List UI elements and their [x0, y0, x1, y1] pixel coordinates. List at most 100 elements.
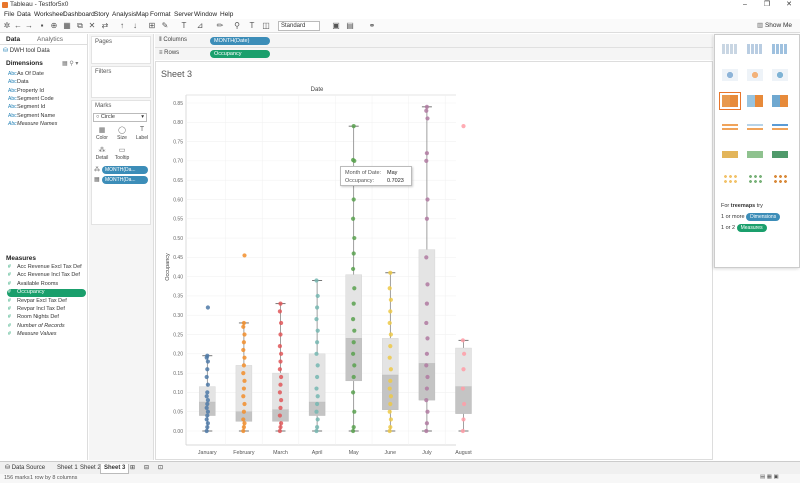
- measure-field[interactable]: # Acc Revenue Excl Tax Def: [8, 264, 82, 270]
- tab-sheet-3[interactable]: Sheet 3: [100, 464, 130, 474]
- format-icon[interactable]: ✏: [216, 21, 224, 30]
- chart-type-thumbnail[interactable]: [770, 93, 790, 109]
- chart-type-thumbnail[interactable]: [720, 67, 740, 83]
- marks-month-pill[interactable]: MONTH(Da...: [102, 176, 148, 184]
- maximize-icon[interactable]: ❐: [763, 1, 771, 8]
- back-icon[interactable]: ←: [14, 21, 22, 30]
- group-icon[interactable]: ⊞: [148, 21, 156, 30]
- menu-worksheet[interactable]: Worksheet: [34, 11, 65, 18]
- highlight-icon[interactable]: ✎: [161, 21, 169, 30]
- chart-type-thumbnail[interactable]: [770, 67, 790, 83]
- tab-sheet-2[interactable]: Sheet 2: [80, 465, 101, 471]
- rows-pill[interactable]: Occupancy: [210, 50, 270, 58]
- dimension-tools-icon[interactable]: ▦ ⚲ ▾: [62, 61, 79, 67]
- clear-icon[interactable]: ✕: [88, 21, 96, 30]
- menu-window[interactable]: Window: [194, 11, 218, 18]
- chart-type-thumbnail[interactable]: [745, 171, 765, 187]
- menu-map[interactable]: Map: [136, 11, 149, 18]
- save-icon[interactable]: ▪: [40, 21, 44, 30]
- fix-axes-icon[interactable]: ⊿: [196, 21, 204, 30]
- dimension-field[interactable]: AbcSegment Name: [8, 113, 55, 119]
- sort-descending-icon[interactable]: ↓: [133, 21, 137, 30]
- detail-button[interactable]: ⁂ Detail: [93, 146, 111, 164]
- chart-view-icon[interactable]: ▤: [346, 21, 354, 30]
- dimension-field[interactable]: AbcSegment Id: [8, 104, 45, 110]
- new-dashboard-tab-icon[interactable]: ⊟: [144, 465, 150, 471]
- chart-type-thumbnail[interactable]: [770, 171, 790, 187]
- filters-card[interactable]: Filters: [91, 66, 151, 98]
- label-button[interactable]: T Label: [133, 126, 151, 144]
- chart-type-thumbnail[interactable]: [745, 67, 765, 83]
- menu-file[interactable]: File: [4, 11, 15, 18]
- string-type-icon: Abc: [8, 71, 17, 77]
- chart-type-thumbnail[interactable]: [720, 171, 740, 187]
- forward-icon[interactable]: →: [25, 21, 33, 30]
- menu-dashboard[interactable]: Dashboard: [63, 11, 95, 18]
- presentation-icon[interactable]: ▣: [332, 21, 340, 30]
- chart-type-thumbnail[interactable]: [745, 41, 765, 57]
- view-toggle-icons[interactable]: ▤ ▦ ▣: [760, 474, 779, 480]
- minimize-icon[interactable]: –: [743, 1, 747, 8]
- measure-field[interactable]: # Revpar Excl Tax Def: [8, 298, 67, 304]
- menu-server[interactable]: Server: [174, 11, 194, 18]
- dimension-field[interactable]: AbcSegment Code: [8, 96, 54, 102]
- sheet-title[interactable]: Sheet 3: [161, 69, 193, 79]
- tab-data[interactable]: Data: [6, 36, 21, 43]
- columns-pill[interactable]: MONTH(Date): [210, 37, 270, 45]
- measure-field[interactable]: # Occupancy: [8, 289, 45, 295]
- chart-type-thumbnail[interactable]: [720, 41, 740, 57]
- datasource-item[interactable]: ⛁ DWH tool Data: [3, 47, 50, 54]
- tableau-logo-icon[interactable]: ✲: [3, 21, 11, 30]
- size-button[interactable]: ◯ Size: [113, 126, 131, 144]
- swap-icon[interactable]: ⇄: [101, 21, 109, 30]
- chart-type-thumbnail[interactable]: [719, 92, 741, 110]
- menu-format[interactable]: Format: [150, 11, 171, 18]
- menu-analysis[interactable]: Analysis: [112, 11, 137, 18]
- pages-card[interactable]: Pages: [91, 36, 151, 64]
- dimension-field[interactable]: AbcMeasure Names: [8, 121, 57, 127]
- marks-month-pill[interactable]: MONTH(Da...: [102, 166, 148, 174]
- measure-field[interactable]: # Revpar Incl Tax Def: [8, 306, 65, 312]
- tab-analytics[interactable]: Analytics: [37, 36, 64, 43]
- tab-data-source[interactable]: ⛁ Data Source: [2, 464, 48, 474]
- menu-help[interactable]: Help: [220, 11, 234, 18]
- sort-ascending-icon[interactable]: ↑: [120, 21, 124, 30]
- pin-icon[interactable]: ⚲: [234, 21, 240, 30]
- chart-type-thumbnail[interactable]: [745, 145, 765, 161]
- mark-type-select[interactable]: ○ Circle ▾: [93, 113, 147, 122]
- menu-data[interactable]: Data: [17, 11, 31, 18]
- data-point: [388, 401, 393, 407]
- text-icon[interactable]: T: [249, 21, 255, 30]
- tooltip-toggle-icon[interactable]: ◫: [262, 21, 270, 30]
- measure-field[interactable]: # Acc Revenue Incl Tax Def: [8, 272, 80, 278]
- share-icon[interactable]: ⚭: [368, 21, 376, 30]
- new-worksheet-icon[interactable]: ▦: [63, 21, 71, 30]
- chart-type-thumbnail[interactable]: [770, 145, 790, 161]
- close-icon[interactable]: ✕: [786, 1, 792, 8]
- fit-select[interactable]: Standard: [278, 21, 320, 31]
- measure-field[interactable]: # Room Nights Def: [8, 314, 59, 320]
- tooltip-button[interactable]: ▭ Tooltip: [113, 146, 131, 164]
- dimension-field[interactable]: AbcAs Of Date: [8, 71, 44, 77]
- new-story-tab-icon[interactable]: ⊡: [158, 465, 164, 471]
- chart-type-thumbnail[interactable]: [770, 119, 790, 135]
- measure-field[interactable]: # Available Rooms: [8, 281, 58, 287]
- dimension-field[interactable]: AbcData: [8, 79, 29, 85]
- data-point: [352, 235, 357, 241]
- new-datasource-icon[interactable]: ⊕: [50, 21, 58, 30]
- measure-field[interactable]: # Number of Records: [8, 323, 65, 329]
- show-me-button[interactable]: ▥ Show Me: [757, 21, 793, 31]
- tab-sheet-1[interactable]: Sheet 1: [57, 465, 78, 471]
- chart-type-thumbnail[interactable]: [770, 41, 790, 57]
- color-button[interactable]: ▦ Color: [93, 126, 111, 144]
- chart-type-thumbnail[interactable]: [745, 93, 765, 109]
- labels-icon[interactable]: T: [181, 21, 187, 30]
- chart-type-thumbnail[interactable]: [720, 119, 740, 135]
- measure-field[interactable]: # Measure Values: [8, 331, 57, 337]
- menu-story[interactable]: Story: [94, 11, 110, 18]
- duplicate-icon[interactable]: ⧉: [77, 21, 83, 30]
- chart-type-thumbnail[interactable]: [745, 119, 765, 135]
- dimension-field[interactable]: AbcProperty Id: [8, 88, 44, 94]
- chart-type-thumbnail[interactable]: [720, 145, 740, 161]
- new-worksheet-tab-icon[interactable]: ⊞: [130, 465, 136, 471]
